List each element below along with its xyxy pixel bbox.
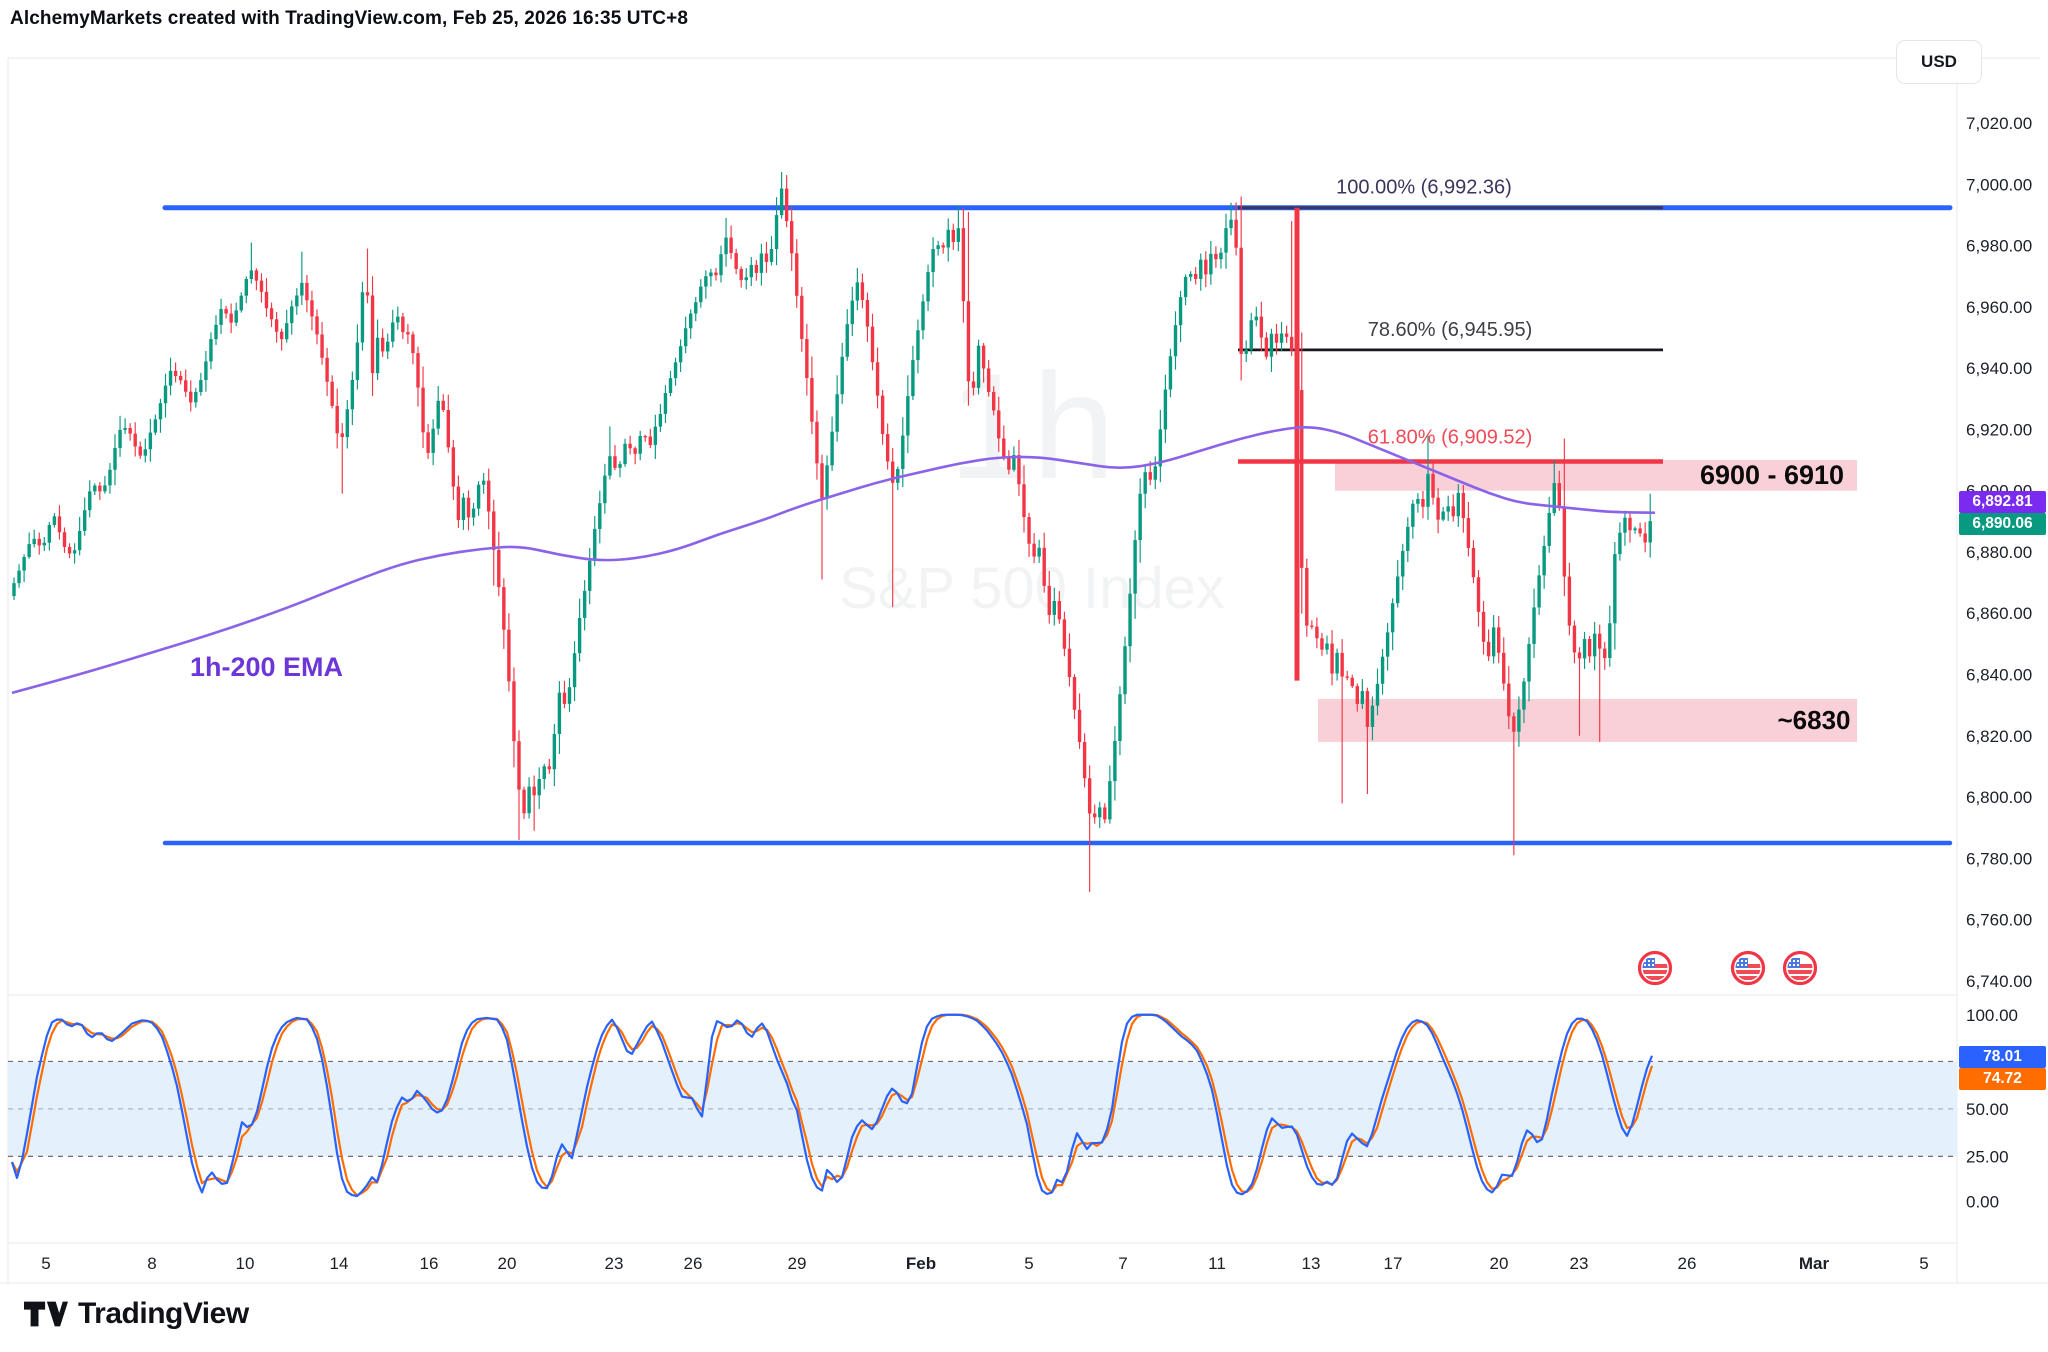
oscillator-axis-label: 25.00 [1966, 1147, 2009, 1166]
ema-value-badge: 6,892.81 [1959, 491, 2046, 513]
price-axis-label: 6,860.00 [1966, 604, 2032, 623]
zone-6900-6910-label: 6900 - 6910 [1700, 460, 1844, 490]
price-axis-label: 6,740.00 [1966, 972, 2032, 991]
fibonacci-retracement[interactable] [1238, 206, 1663, 681]
zone-6830-label: ~6830 [1777, 705, 1850, 735]
time-axis-label: 26 [1678, 1254, 1697, 1273]
time-axis-label: 5 [41, 1254, 50, 1273]
time-axis-label: 16 [420, 1254, 439, 1273]
ema-label: 1h-200 EMA [190, 652, 343, 682]
price-axis-label: 6,780.00 [1966, 849, 2032, 868]
stoch-k-line [10, 1013, 1654, 1198]
time-axis-label: Feb [906, 1254, 936, 1273]
price-axis-label: 6,840.00 [1966, 666, 2032, 685]
oscillator-axis-label: 0.00 [1966, 1193, 1999, 1212]
time-axis-label: 20 [1490, 1254, 1509, 1273]
stochastic-panel [8, 1013, 1957, 1198]
oscillator-axis[interactable]: 100.00 50.00 25.00 0.00 [1966, 1006, 2018, 1212]
time-axis-label: 7 [1118, 1254, 1127, 1273]
price-axis-label: 6,940.00 [1966, 359, 2032, 378]
time-axis-label: 11 [1208, 1254, 1226, 1273]
price-axis-label: 6,960.00 [1966, 298, 2032, 317]
price-axis-label: 6,980.00 [1966, 237, 2032, 256]
time-axis-label: 5 [1024, 1254, 1033, 1273]
fib-100-label: 100.00% (6,992.36) [1336, 177, 1512, 199]
price-axis-label: 6,820.00 [1966, 727, 2032, 746]
fib-786-label: 78.60% (6,945.95) [1368, 319, 1533, 341]
time-axis-label: 8 [147, 1254, 156, 1273]
time-axis-label: 23 [1570, 1254, 1589, 1273]
currency-toggle-button[interactable]: USD [1896, 40, 1982, 84]
time-axis-label: 23 [605, 1254, 624, 1273]
time-axis-label: 26 [684, 1254, 703, 1273]
chart-attribution-header: AlchemyMarkets created with TradingView.… [10, 8, 688, 29]
watermark-symbol: S&P 500 Index [839, 556, 1225, 621]
tradingview-logo-text: TradingView [78, 1297, 249, 1330]
time-axis-label: 14 [330, 1254, 349, 1273]
price-axis-label: 6,880.00 [1966, 543, 2032, 562]
supply-demand-zones [1318, 460, 1857, 742]
oscillator-axis-label: 100.00 [1966, 1006, 2018, 1025]
price-axis-label: 7,020.00 [1966, 114, 2032, 133]
price-axis-label: 7,000.00 [1966, 175, 2032, 194]
economic-event-flags[interactable] [1637, 950, 1818, 986]
support-resistance-lines[interactable] [162, 205, 1953, 846]
us-flag-icon[interactable] [1637, 950, 1673, 986]
time-axis-label: 13 [1302, 1254, 1321, 1273]
us-flag-icon[interactable] [1782, 950, 1818, 986]
tradingview-logo-icon [24, 1301, 68, 1327]
oscillator-axis-label: 50.00 [1966, 1100, 2009, 1119]
tradingview-logo[interactable]: TradingView [24, 1296, 249, 1332]
price-axis[interactable]: 7,020.00 7,000.00 6,980.00 6,960.00 6,940.00… [1966, 114, 2032, 991]
us-flag-icon[interactable] [1730, 950, 1766, 986]
time-axis-label: 5 [1919, 1254, 1928, 1273]
ema-line [11, 426, 1656, 695]
candlestick-series [12, 172, 1652, 893]
fib-618-label: 61.80% (6,909.52) [1368, 427, 1533, 449]
price-axis-label: 6,920.00 [1966, 420, 2032, 439]
time-axis-label: 20 [498, 1254, 517, 1273]
time-axis-label: 10 [236, 1254, 255, 1273]
price-axis-label: 6,760.00 [1966, 911, 2032, 930]
time-axis-label: 17 [1384, 1254, 1403, 1273]
last-price-badge: 6,890.06 [1959, 513, 2046, 535]
zone-rect[interactable] [1318, 699, 1857, 742]
stoch-k-badge: 78.01 [1959, 1046, 2046, 1068]
time-axis-label: 29 [788, 1254, 807, 1273]
time-axis-label: Mar [1799, 1254, 1830, 1273]
stoch-d-badge: 74.72 [1959, 1068, 2046, 1090]
stoch-d-line [11, 1013, 1654, 1197]
watermark-interval: 1h [949, 342, 1116, 510]
time-axis[interactable]: 5 8 10 14 16 20 23 26 29 Feb 5 7 11 13 17 20 23 26 Mar 5 [41, 1254, 1928, 1273]
price-axis-label: 6,800.00 [1966, 788, 2032, 807]
